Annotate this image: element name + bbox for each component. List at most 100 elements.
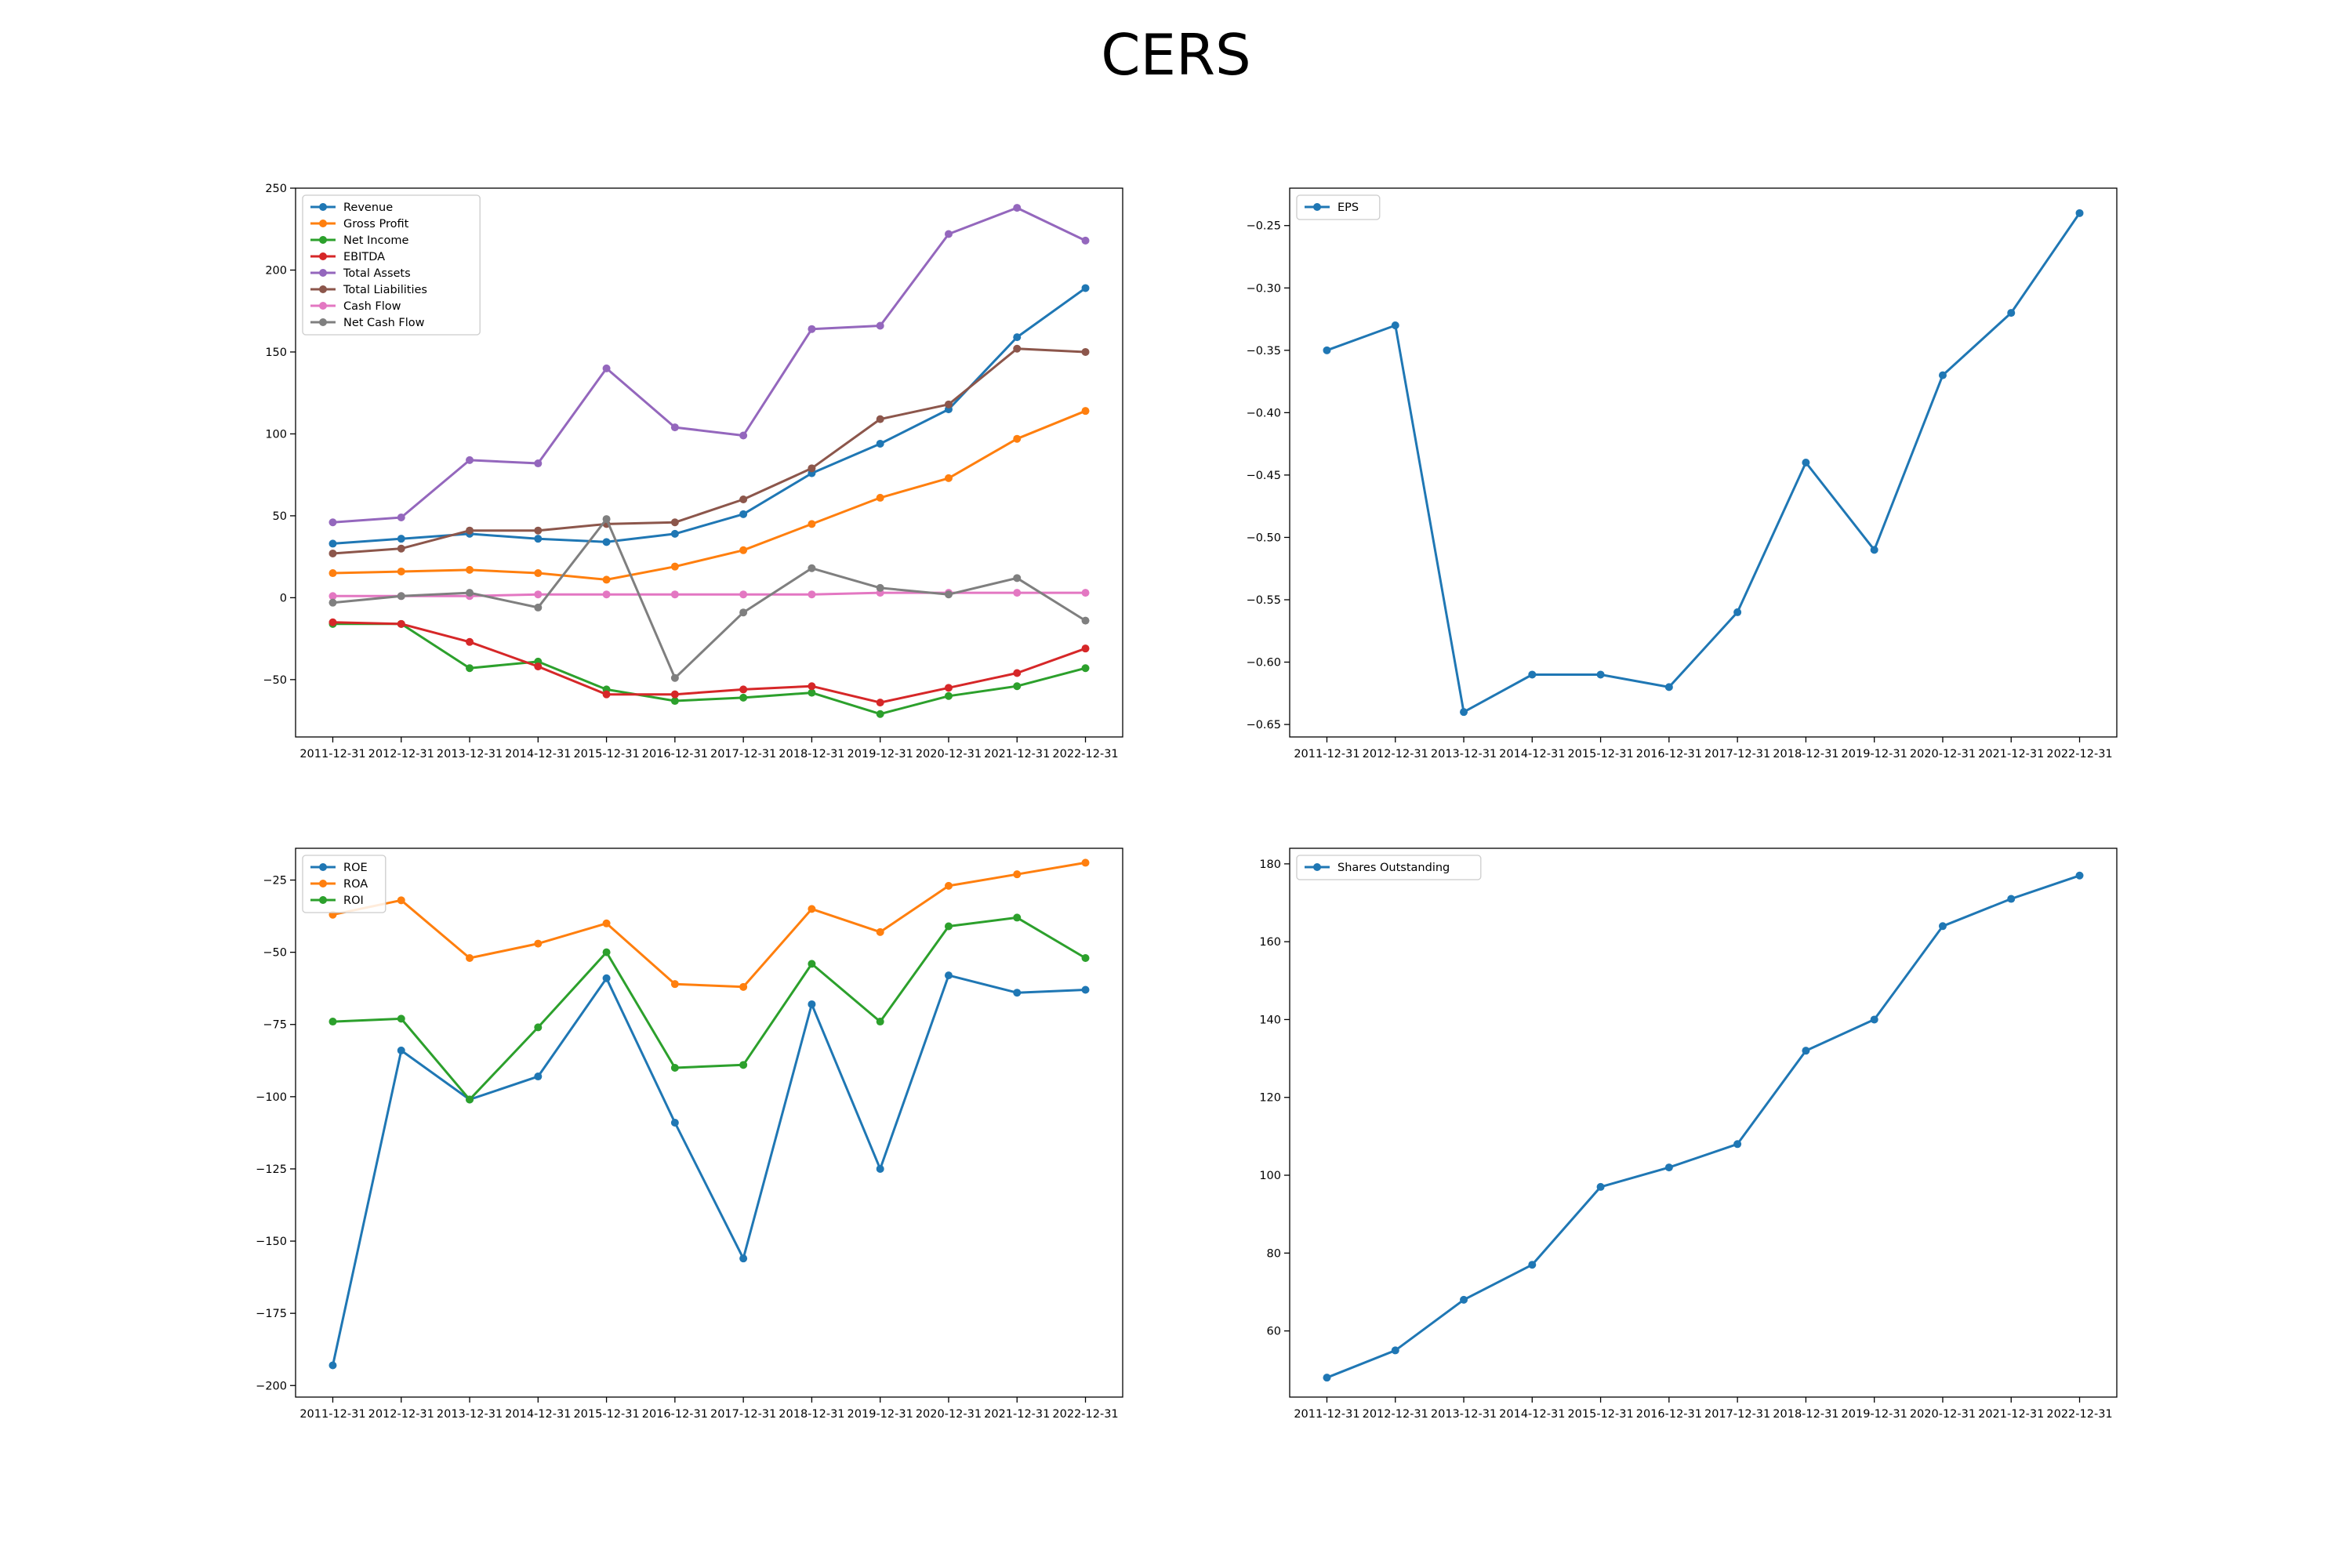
series-line: [332, 621, 1087, 704]
x-tick-label: 2021-12-31: [984, 748, 1050, 760]
data-point: [534, 662, 543, 671]
x-tick-label: 2021-12-31: [1978, 1408, 2044, 1421]
data-point: [1081, 347, 1090, 356]
data-point: [1013, 669, 1022, 677]
y-tick-label: 50: [273, 510, 287, 523]
data-point: [328, 569, 337, 578]
x-tick-label: 2017-12-31: [710, 1408, 776, 1421]
x-tick-label: 2015-12-31: [1567, 748, 1633, 760]
legend-label: ROA: [343, 878, 368, 891]
x-tick-label: 2018-12-31: [1773, 748, 1838, 760]
x-tick-label: 2014-12-31: [505, 1408, 571, 1421]
legend-marker: [319, 285, 327, 293]
x-tick-label: 2020-12-31: [1910, 748, 1976, 760]
data-point: [876, 699, 884, 707]
data-point: [876, 439, 884, 448]
data-point: [1013, 913, 1022, 922]
data-point: [739, 431, 748, 440]
data-point: [739, 546, 748, 554]
data-point: [602, 364, 611, 372]
data-point: [602, 575, 611, 584]
data-point: [1013, 204, 1022, 212]
x-tick-label: 2014-12-31: [1499, 1408, 1565, 1421]
series-line: [332, 974, 1086, 1366]
data-point: [670, 423, 679, 432]
legend-label: Cash Flow: [343, 300, 401, 313]
data-point: [876, 415, 884, 423]
data-point: [534, 459, 543, 468]
data-point: [739, 1061, 748, 1069]
x-tick-label: 2019-12-31: [848, 1408, 913, 1421]
y-tick-label: −0.65: [1247, 719, 1281, 731]
legend-box: [302, 194, 481, 336]
data-point: [1323, 1374, 1331, 1382]
data-point: [670, 690, 679, 699]
data-point: [876, 927, 884, 936]
data-point: [1391, 321, 1399, 329]
data-point: [1013, 574, 1022, 583]
series-eps: [1323, 209, 2084, 717]
data-point: [739, 982, 748, 991]
x-tick-label: 2013-12-31: [437, 1408, 503, 1421]
data-point: [808, 590, 816, 599]
data-point: [670, 673, 679, 682]
x-tick-label: 2019-12-31: [1842, 1408, 1907, 1421]
data-point: [2075, 209, 2084, 217]
y-tick-label: −0.45: [1247, 470, 1281, 482]
data-point: [1870, 546, 1878, 554]
data-point: [602, 515, 611, 524]
data-point: [1733, 608, 1742, 616]
legend-marker: [319, 318, 327, 326]
data-point: [328, 1361, 337, 1370]
legend-marker: [319, 220, 327, 227]
y-tick-label: −0.55: [1247, 594, 1281, 607]
legend-box: [1296, 194, 1381, 220]
data-point: [670, 1119, 679, 1127]
data-point: [670, 697, 679, 706]
data-point: [328, 598, 337, 607]
y-tick-label: 100: [1259, 1170, 1281, 1182]
x-tick-label: 2018-12-31: [779, 1408, 844, 1421]
data-point: [1013, 434, 1022, 443]
data-point: [466, 637, 474, 646]
legend-marker: [319, 203, 327, 211]
x-tick-label: 2012-12-31: [368, 1408, 434, 1421]
x-tick-label: 2020-12-31: [916, 1408, 982, 1421]
legend-marker: [319, 252, 327, 260]
data-point: [397, 1014, 405, 1023]
x-tick-label: 2011-12-31: [299, 748, 365, 760]
data-point: [1802, 1047, 1810, 1055]
x-tick-label: 2018-12-31: [1773, 1408, 1838, 1421]
data-point: [602, 590, 611, 599]
x-tick-label: 2013-12-31: [1431, 748, 1497, 760]
legend-marker: [1313, 863, 1321, 871]
legend-marker: [319, 236, 327, 244]
legend-marker: [319, 269, 327, 277]
x-tick-label: 2011-12-31: [299, 1408, 365, 1421]
data-point: [397, 535, 405, 543]
data-point: [1013, 989, 1022, 997]
x-tick-label: 2022-12-31: [1052, 748, 1118, 760]
x-tick-label: 2019-12-31: [1842, 748, 1907, 760]
data-point: [1460, 1295, 1468, 1304]
data-point: [1013, 589, 1022, 597]
data-point: [808, 325, 816, 333]
x-tick-label: 2016-12-31: [1636, 1408, 1702, 1421]
data-point: [602, 974, 611, 982]
series-net-cash-flow: [328, 515, 1090, 682]
x-tick-label: 2013-12-31: [437, 748, 503, 760]
legend: Revenue Gross Profit Net Income EBITDA Total…: [302, 194, 481, 336]
data-point: [1013, 333, 1022, 342]
y-tick-label: −200: [256, 1380, 287, 1392]
y-tick-label: −0.60: [1247, 657, 1281, 670]
y-tick-label: 60: [1267, 1326, 1281, 1338]
y-tick-label: −50: [263, 674, 287, 687]
data-point: [1081, 644, 1090, 653]
series-gross-profit: [328, 407, 1090, 584]
data-point: [944, 474, 953, 482]
data-point: [1013, 682, 1022, 691]
data-point: [1013, 344, 1022, 353]
